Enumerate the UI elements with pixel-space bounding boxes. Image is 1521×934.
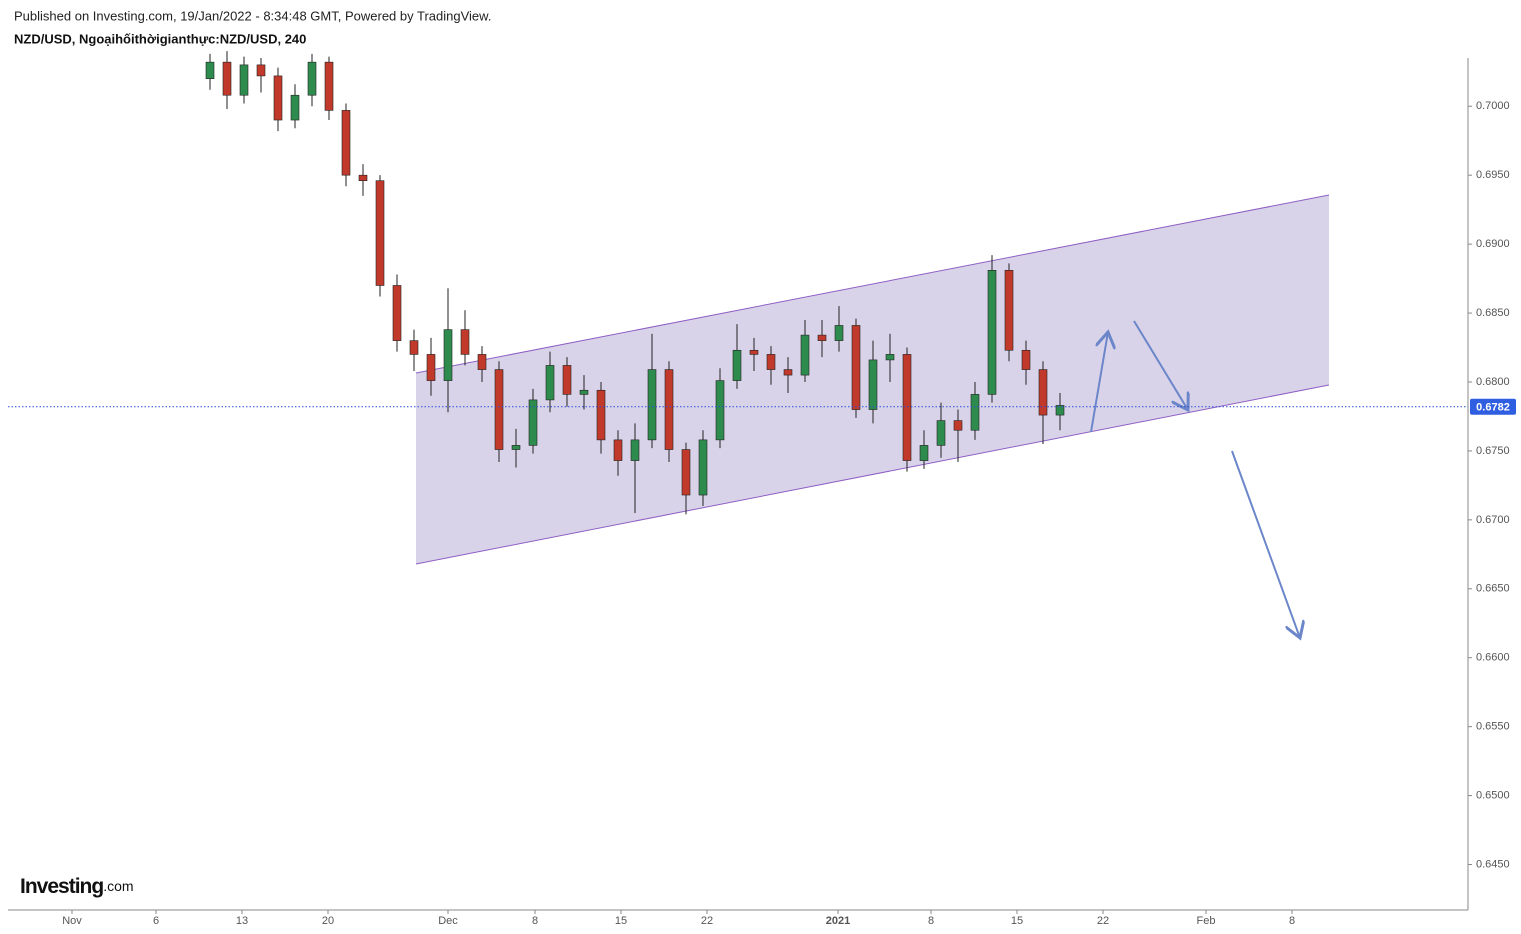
candle-body [579, 389, 589, 395]
x-tick-label: Nov [62, 915, 82, 927]
published-note: Published on Investing.com, 19/Jan/2022 … [14, 8, 491, 23]
logo-brand: Investing [20, 875, 103, 898]
arrow [1133, 320, 1188, 410]
x-tick-label: 15 [615, 915, 627, 927]
y-tick-label: 0.6950 [1476, 169, 1510, 181]
y-tick-label: 0.6800 [1476, 376, 1510, 388]
candle-body [698, 439, 708, 496]
y-tick-label: 0.6600 [1476, 652, 1510, 664]
candle-body [681, 449, 691, 496]
y-tick-label: 0.6650 [1476, 583, 1510, 595]
candle-body [715, 380, 725, 441]
candle-body [205, 61, 215, 79]
y-tick-label: 0.7000 [1476, 100, 1510, 112]
candle-body [885, 354, 895, 361]
candle-body [392, 285, 402, 341]
candle-body [273, 75, 283, 121]
candle-body [919, 445, 929, 461]
x-tick-label: 20 [322, 915, 334, 927]
candle-body [902, 354, 912, 461]
candle-body [664, 369, 674, 450]
y-tick-label: 0.6850 [1476, 307, 1510, 319]
last-price-box [1470, 398, 1516, 415]
candle-body [511, 445, 521, 450]
x-tick-label: 2021 [826, 915, 850, 927]
y-tick-label: 0.6550 [1476, 721, 1510, 733]
candle-body [647, 369, 657, 441]
candle-body [1055, 405, 1065, 416]
candle-body [834, 325, 844, 341]
candle-body [630, 439, 640, 461]
candle-body [817, 334, 827, 341]
symbol-title: NZD/USD, Ngoạihốithờigianthực:NZD/USD, 2… [14, 31, 306, 46]
candle-body [868, 359, 878, 410]
y-tick-label: 0.6700 [1476, 514, 1510, 526]
candle-body [562, 365, 572, 395]
candle-body [987, 270, 997, 395]
candle-body [477, 354, 487, 370]
channel-top [415, 194, 1330, 374]
candle-body [613, 439, 623, 461]
candle-body [1021, 349, 1031, 370]
x-tick-label: 22 [701, 915, 713, 927]
candle-body [528, 399, 538, 446]
x-tick-label: 8 [532, 915, 538, 927]
candle-body [290, 94, 300, 121]
y-tick-label: 0.6750 [1476, 445, 1510, 457]
candle-body [936, 420, 946, 446]
candle-body [460, 329, 470, 355]
last-price-label: 0.6782 [1476, 402, 1510, 414]
candle-body [732, 349, 742, 381]
candle-body [970, 394, 980, 431]
x-tick-label: Dec [438, 915, 458, 927]
x-tick-label: 22 [1097, 915, 1109, 927]
candle-body [596, 389, 606, 441]
candle-body [222, 61, 232, 96]
logo-suffix: .com [103, 878, 133, 894]
candle-body [239, 64, 249, 96]
x-tick-label: 6 [153, 915, 159, 927]
x-tick-label: 8 [1289, 915, 1295, 927]
candle-body [545, 365, 555, 401]
candle-body [783, 369, 793, 376]
y-tick-label: 0.6500 [1476, 789, 1510, 801]
x-tick-label: 15 [1011, 915, 1023, 927]
candle-body [409, 340, 419, 355]
candle-body [851, 325, 861, 410]
candle-body [307, 61, 317, 96]
candle-body [256, 64, 266, 77]
candle-body [341, 110, 351, 176]
arrow [1090, 332, 1108, 433]
channel-bottom [415, 384, 1330, 565]
candle-body [800, 334, 810, 376]
y-tick-label: 0.6450 [1476, 858, 1510, 870]
candle-body [426, 354, 436, 381]
candle-body [1004, 270, 1014, 351]
candle-body [375, 180, 385, 286]
candle-body [358, 174, 368, 181]
candle-body [443, 329, 453, 381]
candle-body [749, 349, 759, 355]
candle-body [766, 354, 776, 370]
x-tick-label: Feb [1197, 915, 1216, 927]
arrow [1231, 450, 1300, 638]
logo: Investing.com [20, 875, 134, 898]
candle-body [324, 61, 334, 111]
x-tick-label: 8 [928, 915, 934, 927]
candle-body [1038, 369, 1048, 416]
x-tick-label: 13 [236, 915, 248, 927]
candle-body [953, 420, 963, 431]
y-tick-label: 0.6900 [1476, 238, 1510, 250]
candle-body [494, 369, 504, 450]
